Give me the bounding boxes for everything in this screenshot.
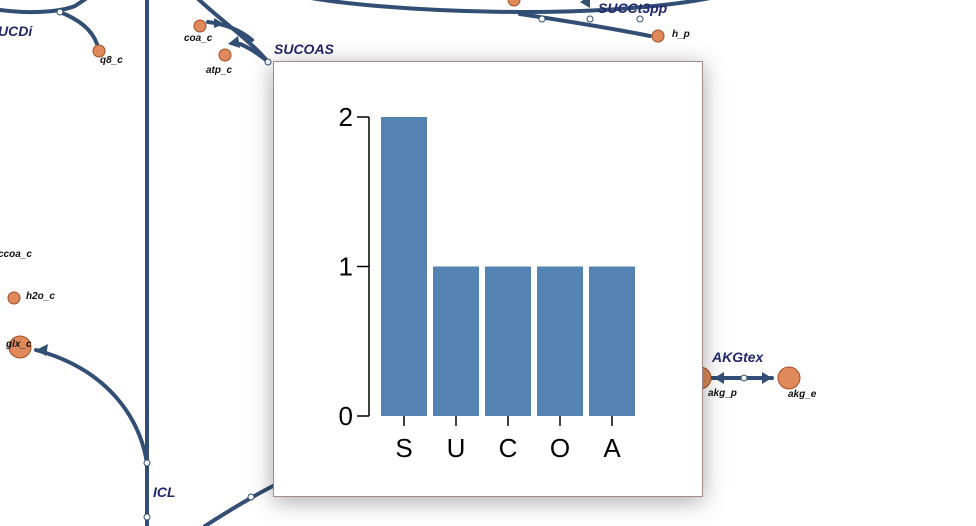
bar-a-4 <box>589 266 635 416</box>
x-tick-label: U <box>447 433 466 463</box>
reaction-tooltip: 0 1 2 S U C O A <box>273 61 703 497</box>
sequence-bar-chart: 0 1 2 S U C O A <box>339 102 635 463</box>
metabolite-label-atp-c: atp_c <box>206 65 233 76</box>
metabolite-label-coa-c: coa_c <box>184 33 213 44</box>
reaction-midpoint[interactable] <box>636 15 644 23</box>
x-tick-label: C <box>499 433 518 463</box>
reaction-segment[interactable] <box>518 12 652 38</box>
reaction-segment[interactable] <box>300 0 720 14</box>
metabolite-node[interactable] <box>92 44 106 58</box>
metabolite-node[interactable] <box>193 19 207 33</box>
metabolite-label-q8-c: q8_c <box>100 55 123 66</box>
reaction-midpoint[interactable] <box>264 58 272 66</box>
arrow-icon <box>714 372 724 384</box>
metabolite-label-succoa-c: ccoa_c <box>0 249 32 260</box>
y-tick-label: 0 <box>339 401 353 431</box>
bar-o-3 <box>537 266 583 416</box>
reaction-segment[interactable] <box>34 348 149 465</box>
reaction-midpoint[interactable] <box>538 15 546 23</box>
reaction-midpoint[interactable] <box>586 15 594 23</box>
y-tick-label: 2 <box>339 102 353 132</box>
x-tick-label: A <box>603 433 621 463</box>
reaction-midpoint[interactable] <box>740 374 748 382</box>
arrow-icon <box>214 18 224 28</box>
metabolite-label-glx-c: glx_c <box>5 339 32 350</box>
reaction-label-akgtex[interactable]: AKGtex <box>711 349 765 365</box>
reaction-label-icl[interactable]: ICL <box>153 484 176 500</box>
reaction-midpoint[interactable] <box>143 513 151 521</box>
reaction-segment[interactable] <box>203 483 277 526</box>
arrow-icon <box>580 0 590 8</box>
reaction-label-ucdi[interactable]: UCDi <box>0 23 33 39</box>
metabolite-label-akg-p: akg_p <box>708 388 737 399</box>
metabolite-node[interactable] <box>651 29 665 43</box>
reaction-midpoint[interactable] <box>56 8 64 16</box>
metabolite-node[interactable] <box>218 48 232 62</box>
arrow-icon <box>228 36 240 48</box>
x-tick-label: S <box>395 433 412 463</box>
reaction-segment[interactable] <box>0 0 90 15</box>
reaction-segment[interactable] <box>206 20 254 42</box>
bar-s-0 <box>381 117 427 416</box>
arrow-icon <box>36 344 48 356</box>
reaction-label-succt3pp[interactable]: SUCCt3pp <box>598 0 668 16</box>
reaction-midpoint[interactable] <box>143 459 151 467</box>
reaction-segment[interactable] <box>58 10 99 46</box>
x-tick-label: O <box>550 433 570 463</box>
metabolite-label-h2o-c: h2o_c <box>26 291 55 302</box>
bar-u-1 <box>433 266 479 416</box>
metabolite-node[interactable] <box>7 291 21 305</box>
metabolite-node[interactable] <box>8 335 32 359</box>
y-tick-label: 1 <box>339 252 353 282</box>
reaction-midpoint[interactable] <box>247 493 255 501</box>
bar-c-2 <box>485 266 531 416</box>
metabolite-node[interactable] <box>777 366 801 390</box>
reaction-segment[interactable] <box>238 42 268 62</box>
metabolite-label-h-p: h_p <box>672 29 690 40</box>
metabolite-label-akg-e: akg_e <box>788 389 817 400</box>
reaction-label-sucoas[interactable]: SUCOAS <box>274 41 335 57</box>
metabolite-node[interactable] <box>507 0 521 7</box>
arrow-icon <box>762 372 772 384</box>
